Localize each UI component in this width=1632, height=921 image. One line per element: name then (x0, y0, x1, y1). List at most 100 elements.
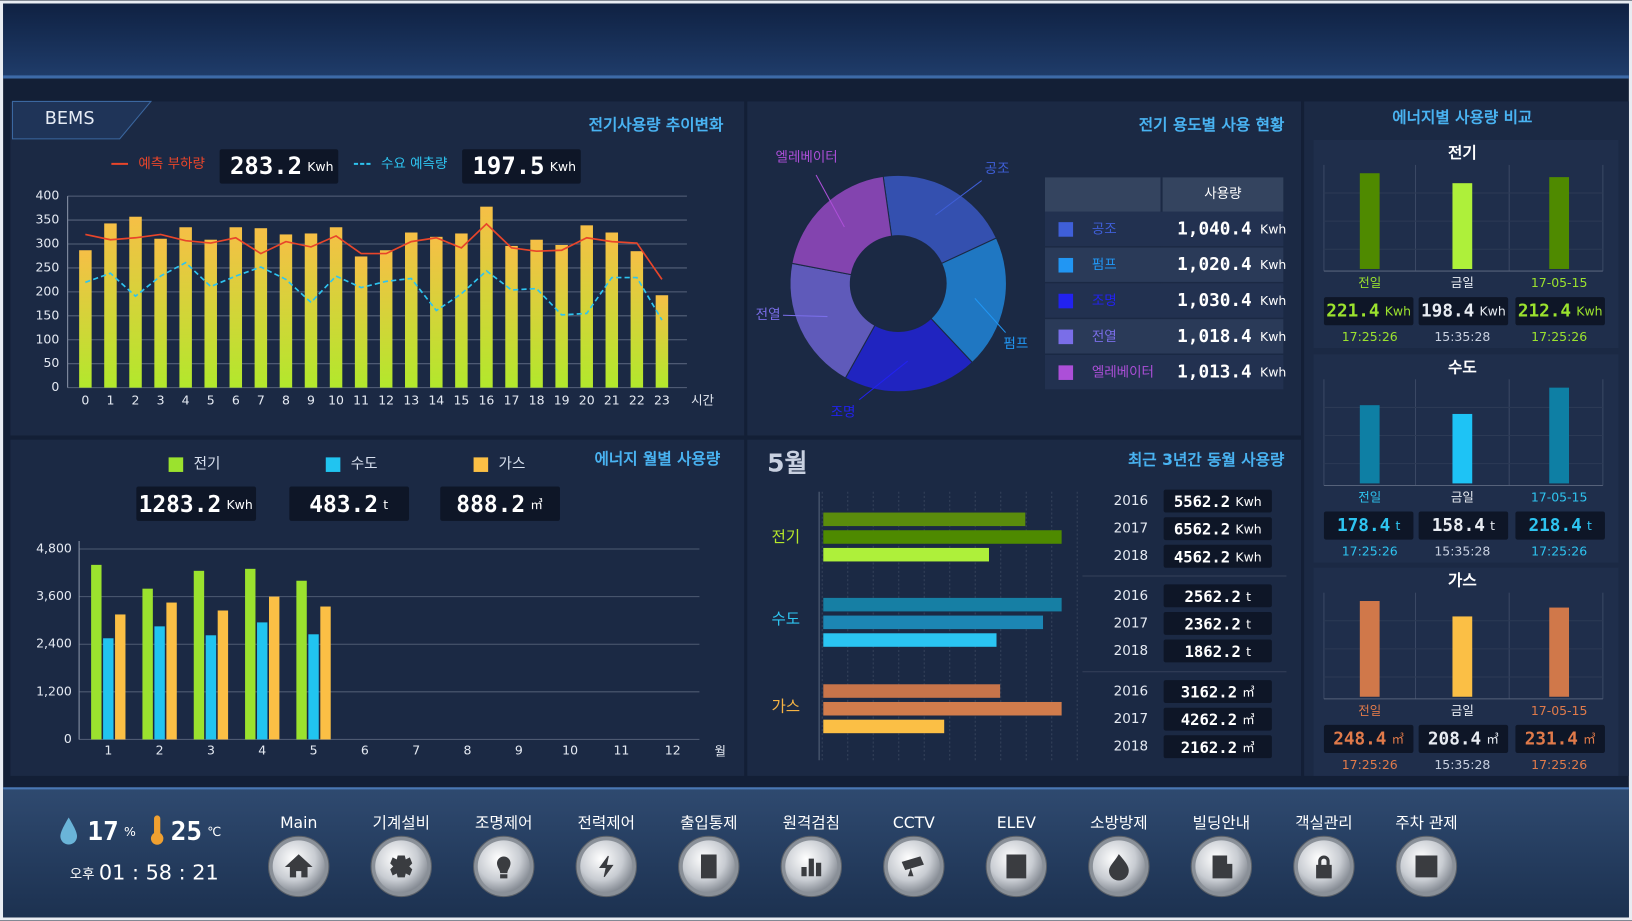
nav-label: 기계설비 (373, 814, 430, 832)
year-value: 4562.2 Kwh (1174, 548, 1262, 566)
bar (823, 615, 1044, 630)
readout-box (1163, 544, 1272, 568)
bar (354, 256, 368, 388)
bar (129, 216, 142, 388)
bar (296, 580, 307, 740)
nav-button[interactable]: 주차 관제 (1395, 814, 1458, 898)
y-tick-label: 2,400 (36, 636, 72, 651)
bar-label: 전일 (1358, 275, 1381, 290)
bar-value: 221.4 Kwh (1326, 302, 1411, 322)
bar-value-unit: t (1490, 518, 1495, 533)
x-tick-label: 10 (328, 393, 344, 408)
readout-box (289, 486, 410, 521)
x-tick-label: 14 (428, 393, 444, 408)
nav-label: 소방방제 (1090, 814, 1147, 832)
x-tick-label: 17 (504, 393, 520, 408)
bar-label: 금일 (1451, 703, 1474, 718)
bar (823, 597, 1062, 612)
bar (505, 245, 518, 388)
x-tick-label: 5 (310, 742, 318, 757)
readout-box (1323, 511, 1414, 540)
x-tick-label: 1 (106, 393, 114, 408)
nav-button[interactable]: 출입통제 (678, 814, 740, 898)
year-value-unit: ㎥ (1242, 684, 1254, 699)
slice-label: 전열 (756, 307, 781, 323)
nav-button[interactable]: 전력제어 (575, 814, 637, 898)
x-tick-label: 23 (654, 393, 670, 408)
bar (1549, 177, 1570, 269)
bar-value: 218.4 t (1529, 516, 1592, 536)
year-value-unit: t (1246, 588, 1251, 603)
nav-icon (1316, 855, 1332, 879)
bar (279, 234, 293, 388)
year-value: 1862.2 t (1185, 643, 1252, 661)
nav-icon (284, 854, 313, 878)
table-header-label: 사용량 (1204, 186, 1241, 202)
header-line (3, 75, 1629, 79)
bar-label: 금일 (1451, 275, 1474, 290)
bar (154, 626, 165, 740)
table-value-number: 1,018.4 (1177, 327, 1252, 347)
year-value-value: 4562.2 (1174, 548, 1230, 566)
bar (304, 233, 318, 388)
y-tick-label: 300 (36, 236, 60, 251)
year-value-unit: ㎥ (1242, 739, 1254, 754)
x-tick-label: 15 (453, 393, 469, 408)
table-value-number: 1,030.4 (1177, 291, 1252, 311)
temperature-unit: ℃ (207, 824, 221, 839)
nav-button[interactable]: 빌딩안내 (1190, 814, 1253, 898)
nav-button[interactable]: 소방방제 (1088, 814, 1150, 898)
nav-icon (1006, 854, 1027, 879)
group-label: 수도 (771, 610, 800, 628)
nav-label: 조명제어 (475, 814, 532, 832)
timestamp: 15:35:28 (1434, 757, 1490, 772)
nav-label: ELEV (997, 814, 1036, 832)
legend-label: 전열 (1092, 329, 1117, 345)
x-tick-label: 19 (554, 393, 570, 408)
x-tick-label: 1 (104, 742, 112, 757)
x-axis-label: 시간 (691, 393, 714, 408)
bar (405, 232, 418, 388)
bar (379, 250, 393, 388)
year-value: 3162.2 ㎥ (1181, 683, 1255, 701)
bar-value-value: 178.4 (1337, 516, 1390, 536)
nav-label: 전력제어 (578, 814, 635, 832)
table-value-unit: Kwh (1260, 293, 1286, 308)
table-value-unit: Kwh (1260, 257, 1286, 272)
nav-button[interactable]: Main (268, 814, 330, 898)
readout-box (440, 486, 560, 521)
bar-value-unit: ㎥ (1486, 731, 1498, 746)
timestamp: 17:25:26 (1342, 544, 1398, 559)
year-label: 2018 (1114, 643, 1148, 659)
bar-label: 전일 (1358, 489, 1381, 504)
section-title: 전기 (1448, 144, 1477, 162)
x-tick-label: 9 (307, 393, 315, 408)
chart-title: 에너지별 사용량 비교 (1392, 108, 1532, 127)
bar (1452, 183, 1473, 269)
bar-value-unit: Kwh (1479, 303, 1505, 318)
nav-button[interactable]: 기계설비 (370, 814, 432, 898)
timestamp: 17:25:26 (1342, 329, 1398, 344)
humidity: 17% (87, 817, 136, 847)
readout-box (136, 486, 257, 521)
nav-button[interactable]: 원격검침 (780, 814, 843, 898)
bar-value: 208.4 ㎥ (1428, 729, 1499, 749)
table-row (1044, 319, 1284, 354)
bar (823, 701, 1062, 716)
bar (142, 588, 153, 740)
nav-button[interactable]: 객실관리 (1293, 814, 1355, 898)
nav-button[interactable]: 조명제어 (473, 814, 535, 898)
legend-swatch (1058, 365, 1074, 380)
nav-icon (700, 854, 717, 879)
readout-box (1515, 724, 1605, 753)
nav-button[interactable]: CCTV (883, 814, 945, 898)
bar-label: 17-05-15 (1531, 489, 1588, 504)
table-value-unit: Kwh (1260, 221, 1286, 236)
leader-line (935, 180, 983, 216)
nav-button[interactable]: ELEV (985, 814, 1048, 898)
legend-label: 수요 예측량 (381, 156, 447, 172)
bar (229, 227, 243, 388)
x-tick-label: 4 (182, 393, 190, 408)
section-title: 가스 (1448, 572, 1477, 590)
